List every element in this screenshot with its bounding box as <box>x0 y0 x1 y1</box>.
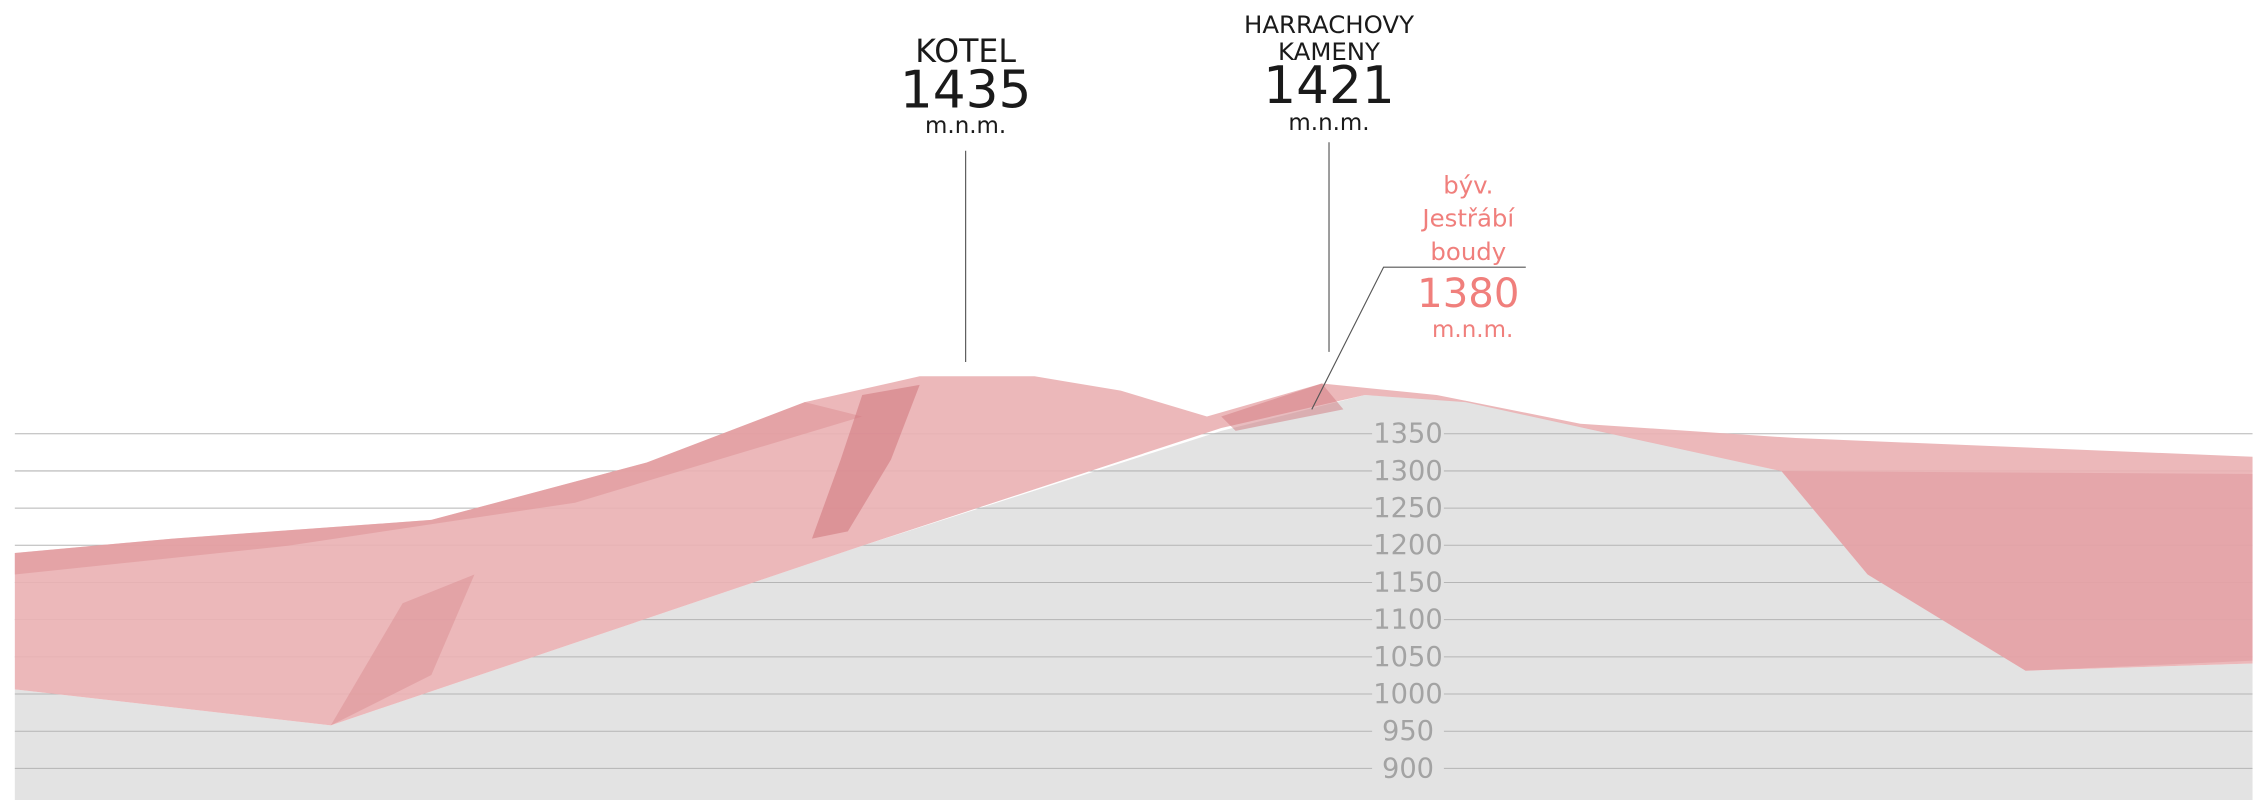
tick-label: 1350 <box>1373 419 1442 450</box>
ridge-gully <box>1221 383 1344 431</box>
peak-unit: m.n.m. <box>925 113 1006 139</box>
tick-label: 950 <box>1382 716 1434 747</box>
tick-label: 1050 <box>1373 642 1442 673</box>
ridge-slope <box>330 574 475 726</box>
ridge-gully <box>811 384 920 539</box>
annotations <box>965 142 1526 410</box>
tick-label: 900 <box>1382 753 1434 784</box>
peak-elevation: 1435 <box>900 60 1032 120</box>
ridge-surface <box>14 376 2253 726</box>
tick-label: 1250 <box>1373 493 1442 524</box>
peak-elevation: 1380 <box>1417 271 1519 317</box>
peak-name: býv. <box>1443 171 1493 200</box>
peak-unit: m.n.m. <box>1432 317 1513 343</box>
tick-label: 1150 <box>1373 567 1442 598</box>
ridge <box>14 376 2253 726</box>
peak-unit: m.n.m. <box>1288 110 1369 136</box>
peak-name: KAMENY <box>1278 37 1380 66</box>
peak-elevation: 1421 <box>1263 56 1395 116</box>
peak-name: KOTEL <box>915 34 1016 70</box>
leader-line <box>1311 266 1526 410</box>
tick-label: 1000 <box>1373 679 1442 710</box>
tick-label: 1300 <box>1373 456 1442 487</box>
ridge-slope <box>1781 471 2253 671</box>
peak-name: boudy <box>1430 237 1506 266</box>
tick-label: 1100 <box>1373 605 1442 636</box>
peak-name: HARRACHOVY <box>1244 10 1414 39</box>
peak-name: Jestřábí <box>1420 204 1515 233</box>
tick-label: 1200 <box>1373 530 1442 561</box>
ground <box>14 394 2253 800</box>
ridge-shade <box>14 402 863 575</box>
